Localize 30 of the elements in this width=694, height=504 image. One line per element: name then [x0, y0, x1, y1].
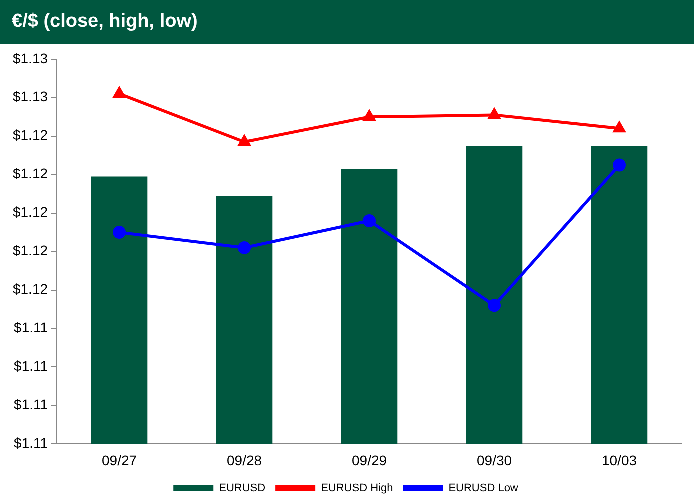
y-tick-label: $1.11 — [14, 358, 48, 374]
y-tick-label: $1.12 — [12, 242, 48, 259]
point — [488, 299, 502, 312]
point — [363, 214, 376, 228]
y-tick-label: $1.12 — [12, 281, 48, 298]
x-tick-label: 09/30 — [476, 452, 512, 468]
y-tick-label: $1.13 — [12, 50, 48, 66]
legend-label: EURUSD — [219, 482, 266, 495]
y-tick-label: $1.11 — [14, 435, 48, 452]
x-tick-label: 09/29 — [352, 452, 388, 468]
point — [238, 241, 252, 254]
point — [364, 110, 376, 122]
legend-label: EURUSD High — [321, 482, 394, 495]
x-tick-label: 10/03 — [602, 452, 638, 468]
point — [614, 122, 626, 133]
y-tick-label: $1.12 — [12, 166, 48, 182]
point — [613, 158, 626, 172]
chart-title: €/$ (close, high, low) — [0, 0, 694, 44]
y-tick-label: $1.12 — [12, 204, 48, 220]
y-tick-label: $1.11 — [14, 396, 48, 413]
point — [113, 226, 126, 240]
x-tick-label: 09/28 — [227, 452, 262, 468]
point — [238, 136, 250, 146]
y-tick-label: $1.12 — [12, 127, 48, 144]
x-tick-label: 09/27 — [102, 452, 138, 468]
point — [488, 108, 500, 120]
y-tick-label: $1.13 — [12, 88, 48, 105]
legend-label: EURUSD Low — [448, 482, 518, 495]
point — [114, 88, 126, 98]
y-tick-label: $1.11 — [14, 320, 48, 336]
